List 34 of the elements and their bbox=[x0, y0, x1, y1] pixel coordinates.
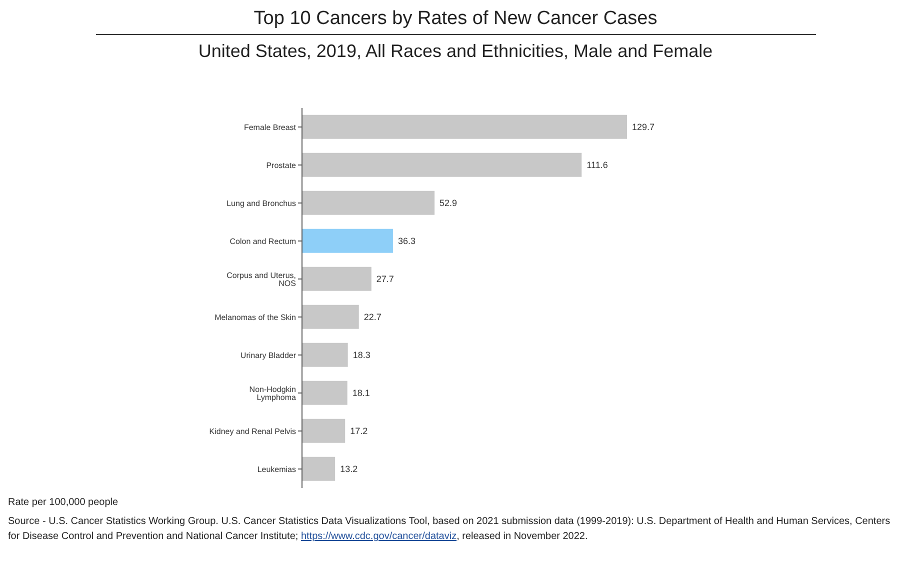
bar bbox=[302, 418, 346, 443]
y-tick-label: Non-Hodgkin Lymphoma bbox=[249, 384, 297, 402]
bar bbox=[302, 304, 359, 329]
data-label: 17.2 bbox=[350, 426, 368, 436]
y-tick-label: Female Breast bbox=[244, 122, 297, 132]
bar bbox=[302, 190, 435, 215]
y-tick-label: Prostate bbox=[266, 160, 297, 170]
source-note: Source - U.S. Cancer Statistics Working Group. U.S. Cancer Statistics Data Visualizations Tool, based on 2021 submission data (1999-2019): U.S. Department of Health and Human Services, Centers for Disease Control and Prevention and National Cancer Institute; https://www.cdc.gov/cancer/dataviz, released in November 2022. bbox=[8, 516, 890, 542]
data-label: 52.9 bbox=[440, 198, 458, 208]
bar bbox=[302, 380, 348, 405]
data-label: 22.7 bbox=[364, 312, 382, 322]
chart-subtitle: United States, 2019, All Races and Ethnicities, Male and Female bbox=[197, 41, 714, 62]
y-tick-label: Melanomas of the Skin bbox=[214, 312, 296, 322]
data-label: 27.7 bbox=[376, 274, 394, 284]
bar bbox=[302, 152, 582, 177]
data-label: 18.1 bbox=[352, 388, 370, 398]
bar bbox=[302, 228, 393, 253]
y-tick-label: Leukemias bbox=[257, 464, 296, 474]
data-label: 111.6 bbox=[586, 160, 608, 170]
data-label: 36.3 bbox=[398, 236, 416, 246]
data-label: 18.3 bbox=[352, 350, 370, 360]
y-tick-label: Urinary Bladder bbox=[240, 350, 296, 360]
bar bbox=[302, 456, 336, 481]
data-label: 13.2 bbox=[340, 464, 358, 474]
y-tick-label: Lung and Bronchus bbox=[226, 198, 296, 208]
y-tick-label: Colon and Rectum bbox=[230, 236, 296, 246]
y-tick-label: Corpus and Uterus, NOS bbox=[226, 270, 296, 288]
text: Rate per 100,000 people bbox=[8, 497, 118, 508]
bar bbox=[302, 266, 372, 291]
bar bbox=[302, 114, 627, 139]
chart-title: Top 10 Cancers by Rates of New Cancer Cases bbox=[96, 8, 816, 35]
data-label: 129.7 bbox=[632, 122, 655, 132]
y-tick-label: Kidney and Renal Pelvis bbox=[209, 426, 296, 436]
bar bbox=[302, 342, 348, 367]
